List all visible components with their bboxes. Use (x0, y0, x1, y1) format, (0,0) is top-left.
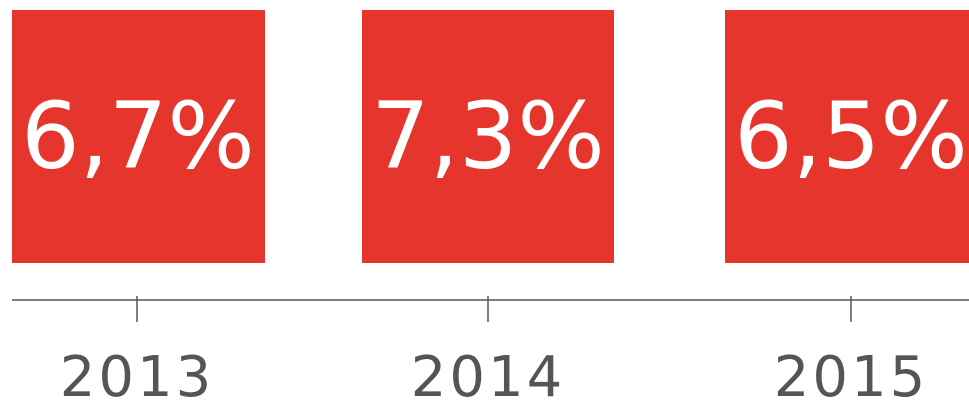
tile-value: 7,3% (371, 82, 605, 189)
year-label: 2013 (60, 345, 215, 402)
tile (725, 10, 969, 263)
year-label: 2015 (774, 345, 929, 402)
tile (362, 10, 614, 263)
tile-value: 6,7% (21, 82, 255, 189)
tile-value: 6,5% (734, 82, 968, 189)
tile (12, 10, 265, 263)
year-label: 2014 (411, 345, 566, 402)
